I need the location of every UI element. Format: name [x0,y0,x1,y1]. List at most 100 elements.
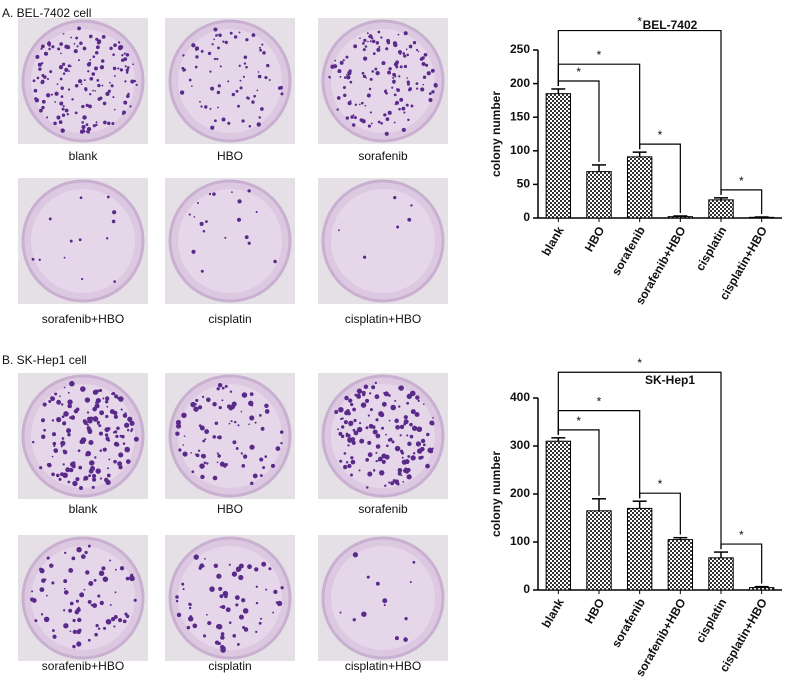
colony [190,452,193,454]
colony [273,589,278,595]
colony [229,31,233,35]
significance-bracket [557,371,722,550]
colony [127,416,133,422]
colony [123,52,126,55]
colony [193,409,196,412]
colony [399,449,404,453]
colony [226,404,232,409]
colony [241,464,246,468]
colony [259,48,262,52]
colony [415,441,422,447]
colony [409,422,413,427]
colony [238,31,241,34]
colony [206,397,211,403]
colony [375,451,378,454]
colony [99,600,104,606]
colony [198,424,202,428]
colony [107,427,111,431]
colony [34,619,38,623]
colony [399,424,405,430]
colony [345,420,348,424]
colony [255,585,258,588]
colony [381,459,386,464]
colony [92,124,96,128]
colony [49,563,54,568]
colony [108,458,111,461]
colony [406,393,412,400]
colony [428,98,433,103]
colony [377,456,383,462]
colony [421,56,425,60]
colony [63,587,66,590]
colony [178,448,182,452]
colony [350,115,354,119]
colony [350,456,354,460]
colony [349,424,351,427]
colony [59,42,63,46]
colony [192,623,198,629]
colony [356,388,363,394]
colony [222,40,225,43]
colony [366,93,371,98]
colony [367,440,372,445]
colony [77,79,83,84]
colony [362,74,367,78]
dish-photo [165,18,295,144]
colony [61,62,66,66]
colony [67,391,70,394]
colony [188,213,191,216]
y-tick-label: 50 [517,177,531,191]
colony [228,563,231,566]
bar [545,440,572,591]
colony [31,440,35,444]
significance-bracket [557,29,722,195]
colony [191,249,196,254]
colony [262,51,266,55]
colony [97,627,101,630]
colony [63,421,66,424]
colony [216,573,222,579]
colony [362,48,366,52]
colony [275,446,281,451]
colony [426,432,430,437]
colony [207,620,212,626]
colony [51,455,54,458]
image-caption: blank [69,502,99,516]
colony [213,563,219,569]
colony [127,92,130,96]
colony [125,71,129,74]
colony [414,411,420,417]
dish-photo [318,373,448,499]
colony [217,84,221,88]
colony [89,93,92,96]
colony [365,76,367,79]
colony [221,386,225,390]
significance-label: * [597,48,602,62]
colony [175,431,180,436]
colony [367,414,370,417]
colony [81,125,86,130]
dish-inner [31,29,135,133]
colony [403,31,408,36]
colony [122,110,126,115]
dish-inner [178,546,282,650]
colony [391,86,394,89]
dish-inner [31,189,135,293]
colony [423,52,428,57]
colony [375,70,380,76]
dish-photo [18,535,148,661]
colony [377,30,381,34]
colony [280,92,284,96]
colony [200,269,204,273]
colony [58,477,62,481]
colony [338,406,344,413]
image-caption: HBO [217,149,243,163]
colony [106,195,110,199]
colony [123,100,128,105]
colony [216,436,220,439]
colony [186,625,191,630]
colony [95,468,101,474]
y-axis-label: colony number [489,91,503,177]
colony [41,434,46,439]
colony [209,107,212,110]
